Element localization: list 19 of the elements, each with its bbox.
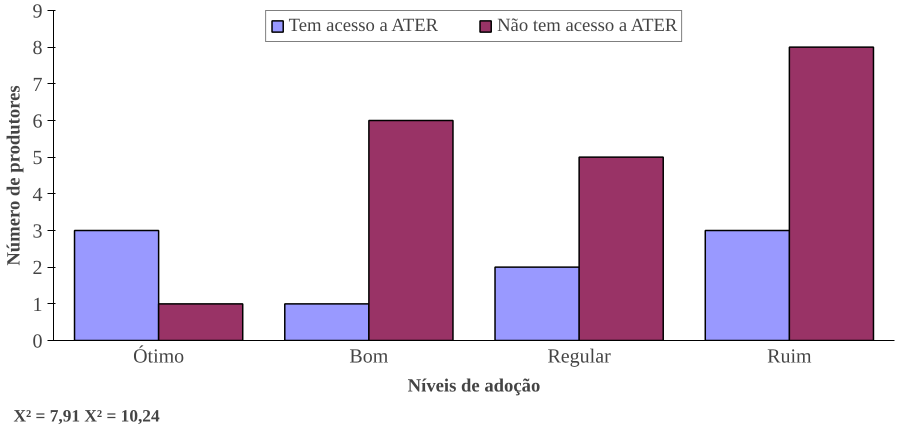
x-axis-title: Níveis de adoção (408, 376, 540, 396)
legend-label: Tem acesso a ATER (288, 15, 438, 37)
legend-label: Não tem acesso a ATER (497, 15, 678, 37)
y-axis-title: Número de produtores (4, 85, 24, 266)
y-tick-label: 4 (32, 184, 42, 206)
x-tick-label: Regular (547, 346, 612, 368)
x-tick-label: Ótimo (133, 344, 184, 368)
y-tick-label: 0 (32, 330, 42, 352)
x-tick-label: Ruim (767, 346, 812, 368)
y-tick-label: 5 (32, 147, 42, 170)
y-tick-label: 6 (32, 110, 42, 132)
y-tick-label: 2 (32, 257, 42, 280)
y-tick-label: 7 (32, 74, 42, 96)
x-tick-label: Bom (349, 346, 389, 368)
y-tick-label: 3 (32, 220, 42, 242)
y-tick-label: 8 (32, 37, 42, 60)
y-tick-label: 9 (32, 0, 42, 22)
text: X² = 7,91 X² = 10,24 (14, 406, 160, 426)
y-tick-label: 1 (32, 294, 42, 316)
